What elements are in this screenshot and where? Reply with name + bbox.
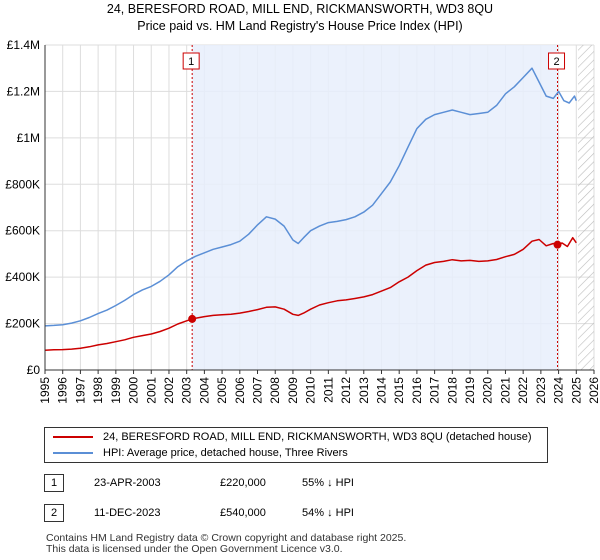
x-tick-label: 2005 [215,377,229,404]
x-tick-label: 2011 [321,377,335,403]
x-tick-label: 1997 [73,377,87,404]
x-tick-label: 2012 [339,377,353,404]
x-tick-label: 2013 [357,377,371,404]
transaction-date: 11-DEC-2023 [94,507,161,519]
x-tick-label: 2014 [374,377,388,404]
x-tick-label: 2010 [304,377,318,404]
legend-label-hpi: HPI: Average price, detached house, Thre… [103,447,348,459]
y-tick-label: £600K [5,224,40,238]
series-lines [44,67,577,352]
x-tick-label: 2020 [481,377,495,404]
x-tick-label: 2006 [233,377,247,404]
transaction-hpi-diff: 54% ↓ HPI [302,507,354,519]
sale-label-box [182,52,200,70]
ownership-shade [192,45,558,370]
sale-label-box [548,52,566,70]
x-tick-label: 2007 [251,377,265,404]
ownership-period-shade [191,45,594,370]
x-tick-label: 2025 [569,377,583,404]
y-tick-label: £200K [5,317,40,331]
transaction-date: 23-APR-2003 [94,477,161,489]
x-tick-label: 2003 [180,377,194,404]
y-tick-label: £400K [5,270,40,284]
hpi-line [44,67,577,327]
future-hatch [578,45,594,370]
sale-point [553,240,562,249]
x-tick-label: 2002 [162,377,176,404]
y-tick-label: £1M [17,131,40,145]
x-tick-label: 1996 [56,377,70,404]
chart-title: 24, BERESFORD ROAD, MILL END, RICKMANSWO… [106,2,494,16]
x-tick-label: 2009 [286,377,300,404]
legend-item-hpi: HPI: Average price, detached house, Thre… [53,445,348,461]
x-tick-label: 2023 [534,377,548,404]
x-tick-label: 2004 [197,377,211,404]
legend-item-property: 24, BERESFORD ROAD, MILL END, RICKMANSWO… [53,429,532,445]
x-tick-label: 1998 [91,377,105,404]
legend-label-property: 24, BERESFORD ROAD, MILL END, RICKMANSWO… [103,431,532,443]
transaction-price: £540,000 [220,507,266,519]
footer-licence: This data is licensed under the Open Gov… [46,543,343,555]
x-tick-label: 1995 [38,377,52,404]
x-tick-label: 2008 [268,377,282,404]
x-tick-label: 2022 [516,377,530,404]
y-tick-label: £800K [5,177,40,191]
x-tick-label: 2026 [587,377,600,404]
legend: 24, BERESFORD ROAD, MILL END, RICKMANSWO… [44,427,548,463]
x-tick-label: 2019 [463,377,477,404]
transaction-price: £220,000 [220,477,266,489]
legend-swatch-hpi [53,452,93,454]
footer-copyright: Contains HM Land Registry data © Crown c… [46,532,407,544]
chart-subtitle: Price paid vs. HM Land Registry's House … [137,19,463,33]
y-tick-label: £1.2M [7,84,40,98]
x-tick-label: 2017 [428,377,442,404]
x-tick-label: 1999 [109,377,123,404]
y-tick-label: £1.4M [7,38,40,52]
property-price-line [44,236,577,352]
x-tick-label: 2000 [127,377,141,404]
transaction-hpi-diff: 55% ↓ HPI [302,477,354,489]
transaction-number: 1 [44,474,64,492]
x-tick-label: 2015 [392,377,406,404]
sale-label: 1 [188,56,194,68]
transaction-number: 2 [44,504,64,522]
sale-point [188,314,197,323]
x-tick-label: 2024 [552,377,566,404]
legend-swatch-property [53,436,93,438]
y-tick-label: £0 [27,363,41,377]
x-tick-label: 2018 [445,377,459,404]
x-tick-label: 2016 [410,377,424,404]
x-tick-label: 2001 [144,377,158,404]
x-tick-label: 2021 [498,377,512,404]
sale-label: 2 [553,56,559,68]
